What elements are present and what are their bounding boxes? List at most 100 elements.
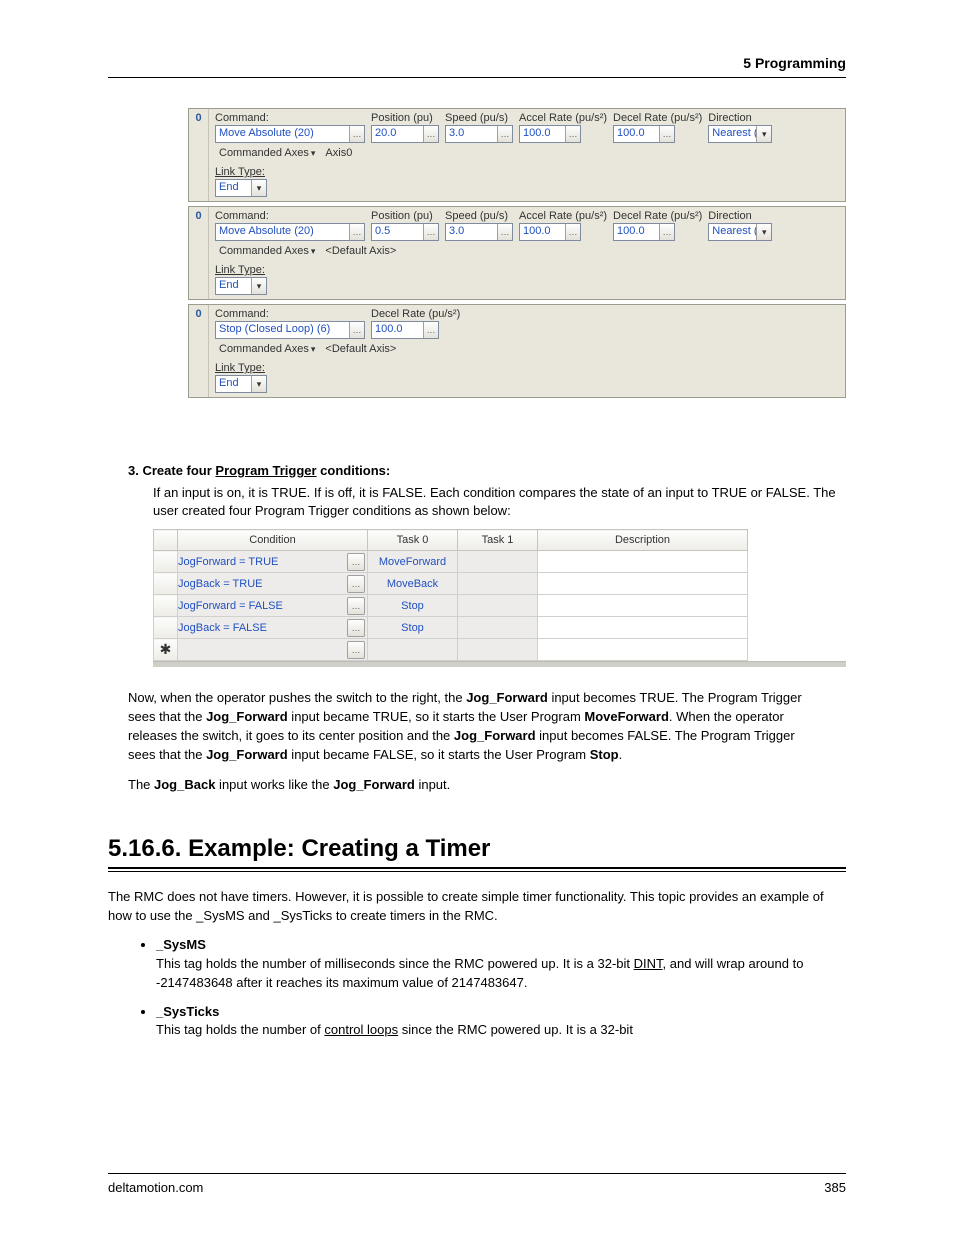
decel-value: 100.0 — [372, 322, 423, 338]
desc-cell[interactable] — [538, 595, 748, 617]
dropdown-icon[interactable] — [251, 278, 266, 294]
explain-p1: Now, when the operator pushes the switch… — [128, 689, 806, 764]
link-type-label: Link Type: — [215, 362, 839, 374]
section-title: 5.16.6. Example: Creating a Timer — [108, 835, 846, 863]
browse-button[interactable] — [347, 619, 365, 637]
task0-cell[interactable]: MoveForward — [368, 551, 458, 573]
commanded-axes-button[interactable]: Commanded Axes — [215, 342, 319, 356]
link-type-select[interactable]: End — [215, 179, 267, 197]
dropdown-icon[interactable] — [756, 224, 771, 240]
browse-button[interactable] — [565, 224, 580, 240]
table-row[interactable]: JogBack = TRUE MoveBack — [154, 573, 748, 595]
position-input[interactable]: 0.5 — [371, 223, 439, 241]
desc-cell[interactable] — [538, 639, 748, 661]
browse-button[interactable] — [349, 126, 364, 142]
link-type-select[interactable]: End — [215, 277, 267, 295]
dropdown-icon[interactable] — [251, 376, 266, 392]
step3-prefix: 3. Create four — [128, 463, 215, 478]
direction-select[interactable]: Nearest (0) — [708, 125, 772, 143]
step-number: 0 — [189, 207, 209, 299]
cmd-block-2: 0 Command: Stop (Closed Loop) (6) Decel … — [188, 304, 846, 398]
accel-value: 100.0 — [520, 224, 565, 240]
browse-button[interactable] — [423, 224, 438, 240]
condition-text: JogForward = TRUE — [178, 556, 278, 568]
command-value: Stop (Closed Loop) (6) — [216, 322, 349, 338]
browse-button[interactable] — [659, 224, 674, 240]
browse-button[interactable] — [347, 553, 365, 571]
table-row[interactable]: JogForward = TRUE MoveForward — [154, 551, 748, 573]
speed-label: Speed (pu/s) — [445, 210, 513, 222]
browse-button[interactable] — [565, 126, 580, 142]
row-header[interactable] — [154, 573, 178, 595]
browse-button[interactable] — [349, 224, 364, 240]
row-header[interactable] — [154, 595, 178, 617]
decel-input[interactable]: 100.0 — [371, 321, 439, 339]
step-number: 0 — [189, 305, 209, 397]
browse-button[interactable] — [347, 641, 365, 659]
command-input[interactable]: Stop (Closed Loop) (6) — [215, 321, 365, 339]
decel-input[interactable]: 100.0 — [613, 223, 675, 241]
accel-input[interactable]: 100.0 — [519, 125, 581, 143]
link-value: End — [216, 180, 251, 196]
link-dint[interactable]: DINT — [634, 956, 663, 971]
speed-input[interactable]: 3.0 — [445, 125, 513, 143]
step-number: 0 — [189, 109, 209, 201]
browse-button[interactable] — [659, 126, 674, 142]
browse-button[interactable] — [423, 322, 438, 338]
axis-value: Axis0 — [325, 147, 352, 159]
step3-body: If an input is on, it is TRUE. If is off… — [153, 484, 846, 519]
task0-cell[interactable] — [368, 639, 458, 661]
command-input[interactable]: Move Absolute (20) — [215, 125, 365, 143]
tag-systicks: _SysTicks — [156, 1004, 219, 1019]
condition-text: JogForward = FALSE — [178, 600, 283, 612]
browse-button[interactable] — [349, 322, 364, 338]
commanded-axes-button[interactable]: Commanded Axes — [215, 244, 319, 258]
page-header: 5 Programming — [108, 55, 846, 78]
new-row[interactable]: ✱ — [154, 639, 748, 661]
speed-label: Speed (pu/s) — [445, 112, 513, 124]
browse-button[interactable] — [347, 597, 365, 615]
row-header[interactable] — [154, 551, 178, 573]
th-rowhdr — [154, 530, 178, 551]
dropdown-icon[interactable] — [251, 180, 266, 196]
command-input[interactable]: Move Absolute (20) — [215, 223, 365, 241]
desc-cell[interactable] — [538, 551, 748, 573]
desc-cell[interactable] — [538, 617, 748, 639]
browse-button[interactable] — [497, 224, 512, 240]
link-type-select[interactable]: End — [215, 375, 267, 393]
decel-input[interactable]: 100.0 — [613, 125, 675, 143]
link-value: End — [216, 376, 251, 392]
task1-cell[interactable] — [458, 551, 538, 573]
direction-select[interactable]: Nearest (0) — [708, 223, 772, 241]
condition-text: JogBack = TRUE — [178, 578, 262, 590]
dropdown-icon[interactable] — [756, 126, 771, 142]
section-intro: The RMC does not have timers. However, i… — [108, 888, 840, 926]
commanded-axes-button[interactable]: Commanded Axes — [215, 146, 319, 160]
task0-cell[interactable]: Stop — [368, 617, 458, 639]
position-value: 0.5 — [372, 224, 423, 240]
task1-cell[interactable] — [458, 595, 538, 617]
task1-cell[interactable] — [458, 639, 538, 661]
bullet-list: _SysMS This tag holds the number of mill… — [156, 936, 846, 1040]
link-type-label: Link Type: — [215, 166, 839, 178]
accel-input[interactable]: 100.0 — [519, 223, 581, 241]
task1-cell[interactable] — [458, 573, 538, 595]
speed-input[interactable]: 3.0 — [445, 223, 513, 241]
task1-cell[interactable] — [458, 617, 538, 639]
browse-button[interactable] — [497, 126, 512, 142]
link-control-loops[interactable]: control loops — [324, 1022, 398, 1037]
position-input[interactable]: 20.0 — [371, 125, 439, 143]
page-footer: deltamotion.com 385 — [108, 1173, 846, 1195]
browse-button[interactable] — [347, 575, 365, 593]
table-row[interactable]: JogBack = FALSE Stop — [154, 617, 748, 639]
table-row[interactable]: JogForward = FALSE Stop — [154, 595, 748, 617]
task0-cell[interactable]: Stop — [368, 595, 458, 617]
row-header[interactable] — [154, 617, 178, 639]
task0-cell[interactable]: MoveBack — [368, 573, 458, 595]
page-number: 385 — [824, 1180, 846, 1195]
direction-value: Nearest (0) — [709, 126, 756, 142]
bullet-sysms: _SysMS This tag holds the number of mill… — [156, 936, 846, 993]
desc-cell[interactable] — [538, 573, 748, 595]
browse-button[interactable] — [423, 126, 438, 142]
cmd-block-container: 0 Command: Move Absolute (20) Position (… — [188, 108, 846, 398]
